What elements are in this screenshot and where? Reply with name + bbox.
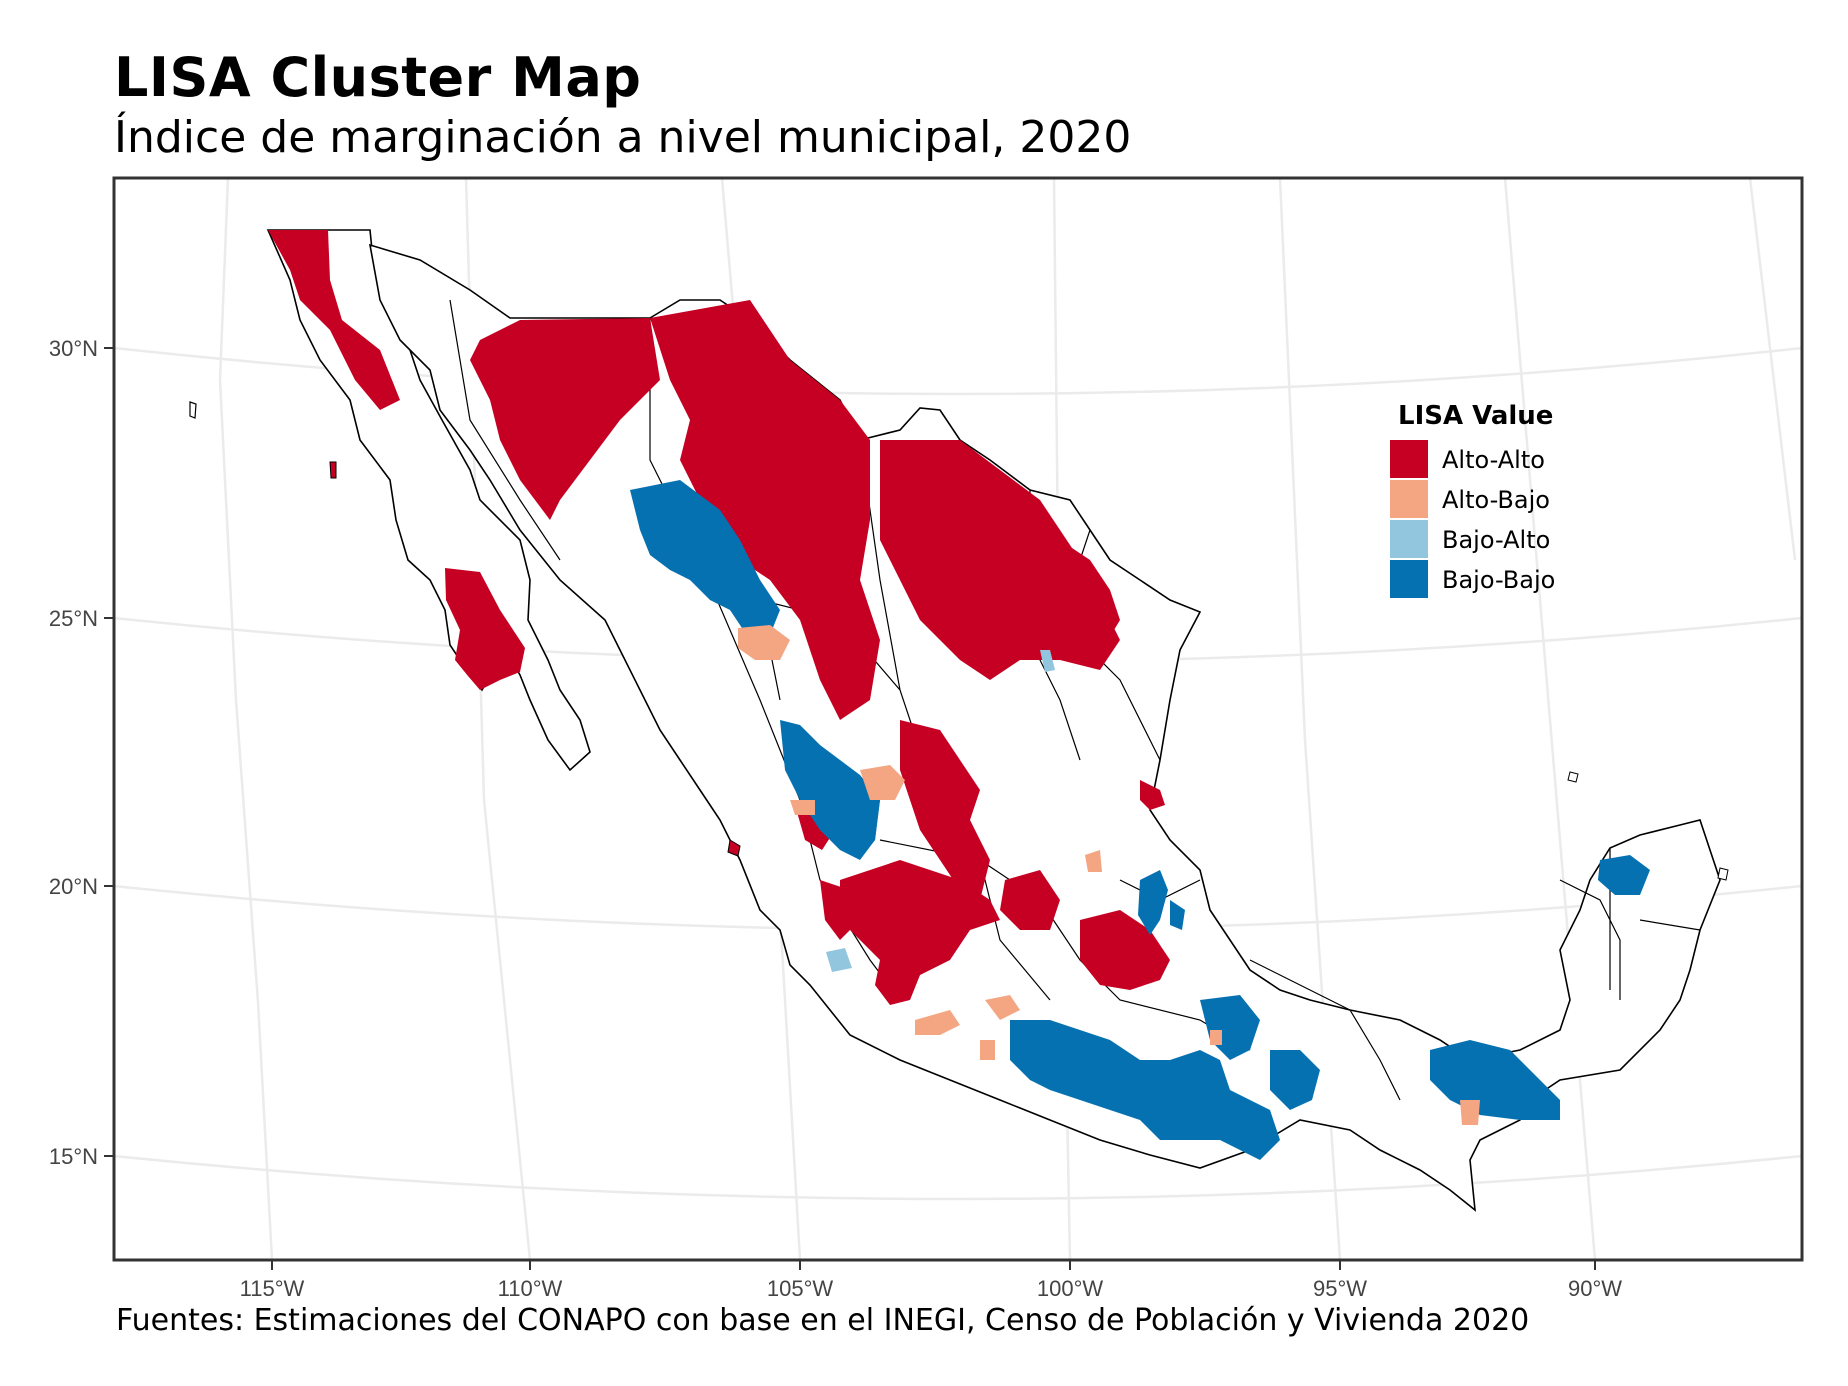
cluster-chihuahua-durango [650,300,880,720]
cluster-guerrero-acapulco [915,1010,960,1035]
island [189,401,197,419]
clusters-alto-bajo [738,625,1480,1125]
cluster-jalisco-michoacan [840,860,1000,990]
map-title: LISA Cluster Map [114,46,642,109]
cluster-aguascalientes [790,800,815,815]
cluster-zacatecas-sl [900,720,990,900]
x-tick-label: 110°W [498,1276,563,1301]
cluster-veracruz-centro [1170,900,1185,930]
x-axis-labels: 115°W 110°W 105°W 100°W 95°W 90°W [240,1276,1623,1301]
cluster-coahuila-nl [880,440,1120,680]
cluster-durango-capital [738,625,790,660]
cluster-nayarit [795,805,835,850]
legend-title: LISA Value [1398,401,1553,431]
meridian-115w [218,178,274,1260]
cluster-jalisco-centro [842,790,880,858]
legend-label: Alto-Bajo [1442,486,1550,514]
cluster-michoacan-south [875,960,920,1005]
cluster-baja-sur [445,568,525,690]
island [1567,771,1579,783]
legend-label: Bajo-Bajo [1442,566,1555,594]
cluster-chiapas-tuxtla [1460,1100,1480,1125]
meridian-90w [1503,178,1597,1260]
axis-ticks [104,347,1596,1270]
source-caption: Fuentes: Estimaciones del CONAPO con bas… [116,1303,1530,1338]
map-subtitle: Índice de marginación a nivel municipal,… [114,112,1132,163]
cluster-queretaro-capital [1085,850,1102,872]
cluster-baja-norte [268,230,400,410]
cluster-tamaulipas-north [1060,540,1120,640]
y-tick-label: 25°N [49,606,98,631]
cluster-yucatan [1598,855,1650,895]
cluster-queretaro [1000,870,1060,930]
cluster-chihuahua-sur [630,480,780,640]
cluster-tamaulipas-south [1140,780,1165,810]
legend: LISA Value Alto-Alto Alto-Bajo Bajo-Alto… [1390,401,1555,598]
x-tick-label: 100°W [1037,1276,1104,1301]
parallel-15n [114,1154,1802,1201]
y-tick-label: 20°N [49,874,98,899]
x-tick-label: 95°W [1313,1276,1367,1301]
cluster-oaxaca-capital [1210,1030,1222,1045]
cluster-colima [826,948,852,972]
cluster-sonora-chihuahua [470,318,660,520]
y-tick-label: 15°N [49,1144,98,1169]
meridian-85w [1748,178,1797,561]
clusters-bajo-alto [826,650,1055,972]
island [1717,867,1729,881]
legend-label: Alto-Alto [1442,446,1545,474]
cluster-monterrey-periphery [1040,650,1055,672]
x-tick-label: 90°W [1568,1276,1622,1301]
cluster-guerrero-costa [980,1040,995,1060]
clusters-bajo-bajo [630,480,1650,1160]
legend-swatch-alto-bajo [1390,480,1428,518]
cluster-guerrero-oaxaca [1010,1020,1280,1160]
legend-label: Bajo-Alto [1442,526,1550,554]
cluster-veracruz-norte [1138,870,1168,935]
island [727,839,741,857]
cluster-guerrero-west [820,880,860,940]
cluster-oaxaca-istmo [1270,1050,1320,1110]
y-tick-label: 30°N [49,336,98,361]
y-axis-labels: 30°N 25°N 20°N 15°N [49,336,98,1169]
plot-panel-border [112,176,1804,1262]
legend-swatch-alto-alto [1390,440,1428,478]
cluster-zacatecas-capital [860,765,905,800]
clusters-alto-alto [268,230,1170,1005]
x-tick-label: 115°W [240,1276,305,1301]
x-tick-label: 105°W [767,1276,834,1301]
legend-swatch-bajo-alto [1390,520,1428,558]
cluster-guerrero-centro [985,995,1020,1020]
legend-swatch-bajo-bajo [1390,560,1428,598]
island [329,461,337,479]
